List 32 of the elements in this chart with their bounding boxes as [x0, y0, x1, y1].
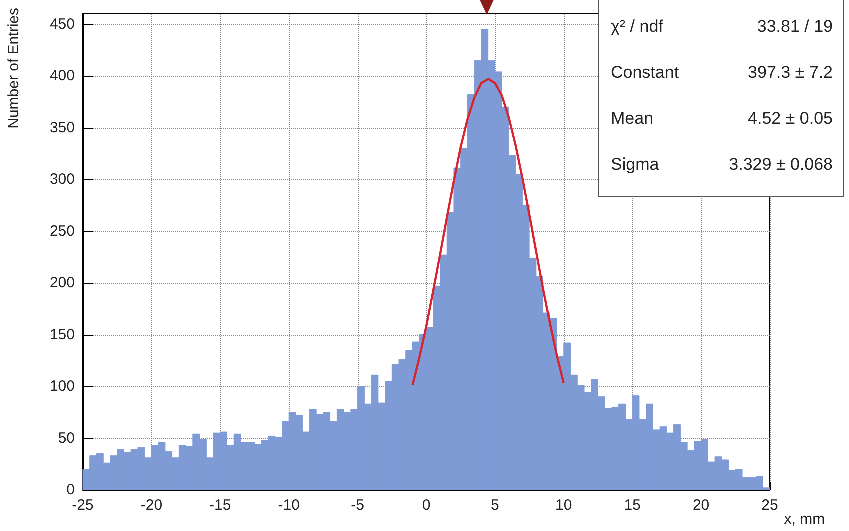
x-tick-label: 10 — [556, 497, 572, 514]
y-tick-label: 100 — [50, 378, 75, 396]
y-axis-title: Number of Entries — [6, 8, 22, 129]
annotation: 4.52 ± 0.05 — [748, 109, 833, 129]
x-axis-title: x, mm — [784, 511, 826, 528]
annotation: Sigma — [611, 155, 660, 175]
x-tick-label: 25 — [762, 497, 778, 514]
y-tick-label: 50 — [58, 430, 75, 447]
x-tick-label: -10 — [278, 497, 300, 514]
y-tick-label: 200 — [50, 274, 75, 292]
y-tick-label: 300 — [50, 171, 75, 188]
x-tick-label: 0 — [422, 497, 431, 514]
y-tick-label: 250 — [50, 222, 75, 240]
x-tick-label: 20 — [692, 497, 710, 514]
x-tick-label: -20 — [140, 497, 163, 514]
annotation: 3.329 ± 0.068 — [729, 155, 833, 175]
annotation: 33.81 / 19 — [757, 17, 833, 37]
y-tick-label: 150 — [50, 326, 75, 344]
y-tick-label: 0 — [66, 482, 75, 498]
x-tick-label: -15 — [210, 497, 232, 514]
annotation: Constant — [611, 63, 680, 83]
annotation: Mean — [611, 109, 654, 129]
x-tick-label: 15 — [624, 497, 641, 514]
line-series — [412, 78, 565, 387]
annotation: 397.3 ± 7.2 — [748, 63, 833, 83]
annotation: χ² / ndf — [611, 17, 664, 37]
x-tick-label: 5 — [491, 497, 500, 514]
y-tick-label: 350 — [50, 119, 75, 136]
y-tick-label: 450 — [50, 16, 75, 33]
x-tick-label: -25 — [72, 497, 94, 514]
y-tick-label: 400 — [50, 68, 75, 85]
x-tick-label: -5 — [351, 497, 364, 514]
